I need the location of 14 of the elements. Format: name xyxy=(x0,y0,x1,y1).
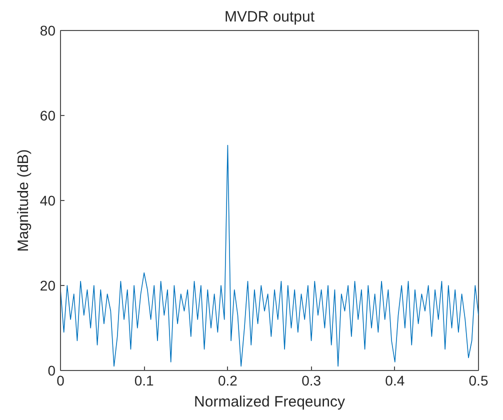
x-tick-label: 0.3 xyxy=(302,372,322,388)
x-tick-label: 0.4 xyxy=(385,372,405,388)
y-tick-label: 40 xyxy=(40,192,56,208)
y-tick-label: 0 xyxy=(48,362,56,378)
chart-title: MVDR output xyxy=(224,8,316,26)
line-series xyxy=(60,144,478,367)
y-tick-label: 60 xyxy=(40,108,56,124)
x-axis-title: Normalized Freqeuncy xyxy=(194,394,346,410)
y-tick-label: 20 xyxy=(40,278,56,294)
x-tick-label: 0.5 xyxy=(468,372,488,388)
x-tick-label: 0.2 xyxy=(218,372,238,388)
y-axis-title: Magnitude (dB) xyxy=(14,149,32,252)
y-tick-label: 80 xyxy=(40,22,56,38)
x-tick-label: 0.1 xyxy=(134,372,154,388)
